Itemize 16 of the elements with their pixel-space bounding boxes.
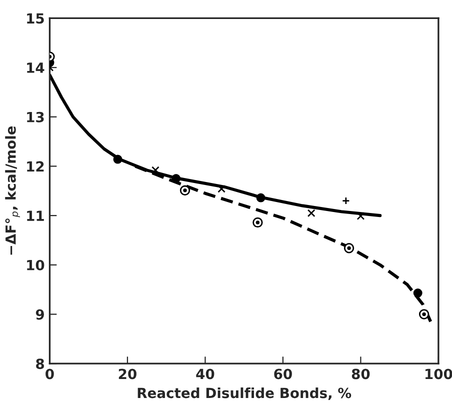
y-tick-label: 13: [27, 112, 44, 122]
x-axis-title: Reacted Disulfide Bonds, %: [138, 387, 352, 400]
x-tick-label: 40: [196, 368, 214, 380]
y-tick-label: 8: [36, 358, 44, 370]
x-tick-label: 20: [118, 368, 136, 380]
x-tick-label: 100: [426, 368, 452, 380]
x-tick-label: 80: [352, 368, 370, 380]
y-tick-label: 14: [27, 62, 44, 73]
y-tick-label: 12: [27, 161, 44, 172]
y-tick-label: 11: [27, 210, 44, 221]
y-tick-label: 10: [27, 260, 44, 270]
y-axis-title: −ΔF°$_{p}$, kcal/mole: [5, 126, 20, 255]
y-tick-label: 9: [36, 309, 44, 320]
x-tick-label: 0: [46, 368, 54, 380]
x-tick-label: 60: [274, 368, 292, 380]
y-tick-label: 15: [27, 13, 44, 24]
